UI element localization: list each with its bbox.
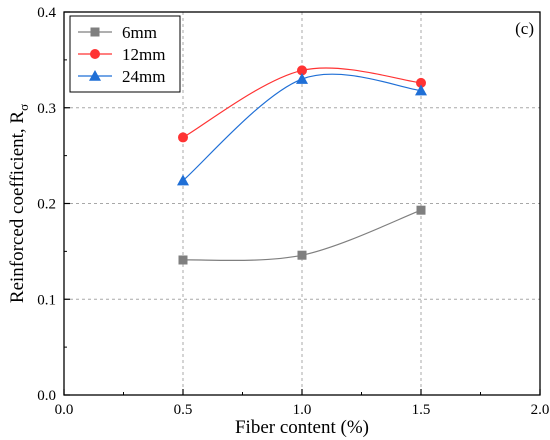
data-point-12mm xyxy=(178,132,188,143)
data-point-12mm xyxy=(297,65,307,76)
legend-label-12mm: 12mm xyxy=(122,45,165,64)
y-axis-title: Reinforced coefficient, Rσ xyxy=(7,104,31,303)
y-tick-label: 0.4 xyxy=(37,5,56,21)
y-tick-label: 0.0 xyxy=(37,388,56,404)
data-point-6mm xyxy=(416,205,426,215)
y-tick-label: 0.2 xyxy=(37,197,56,213)
x-tick-label: 1.5 xyxy=(412,402,431,418)
series-6mm xyxy=(178,205,426,265)
grid-lines xyxy=(64,12,540,395)
legend-label-6mm: 6mm xyxy=(122,23,157,42)
panel-label: (c) xyxy=(515,19,534,38)
x-tick-label: 0.0 xyxy=(55,402,74,418)
legend-marker-24mm xyxy=(89,70,101,81)
data-point-24mm xyxy=(177,174,189,186)
x-tick-label: 0.5 xyxy=(174,402,193,418)
series-12mm xyxy=(178,65,426,143)
y-tick-label: 0.1 xyxy=(37,292,56,308)
legend-marker-6mm xyxy=(90,27,100,37)
axis-ticks: 0.0 0.5 1.0 1.5 2.0 0.0 0.1 0.2 0.3 0.4 xyxy=(37,5,549,418)
y-tick-label: 0.3 xyxy=(37,101,56,117)
series-24mm xyxy=(177,73,427,186)
data-point-24mm xyxy=(415,84,427,96)
data-point-24mm xyxy=(296,73,308,84)
legend-marker-12mm xyxy=(90,49,100,59)
series-layer xyxy=(177,65,427,265)
data-point-6mm xyxy=(297,250,307,260)
data-point-12mm xyxy=(416,77,426,88)
y-axis-title-main: Reinforced coefficient, R xyxy=(7,111,28,304)
x-tick-label: 2.0 xyxy=(531,402,550,418)
x-axis-title: Fiber content (%) xyxy=(235,417,369,438)
x-tick-label: 1.0 xyxy=(293,402,312,418)
legend-label-24mm: 24mm xyxy=(122,67,165,86)
data-point-6mm xyxy=(178,255,188,265)
y-axis-title-subscript: σ xyxy=(16,104,31,111)
legend: 6mm 12mm 24mm xyxy=(69,15,181,93)
